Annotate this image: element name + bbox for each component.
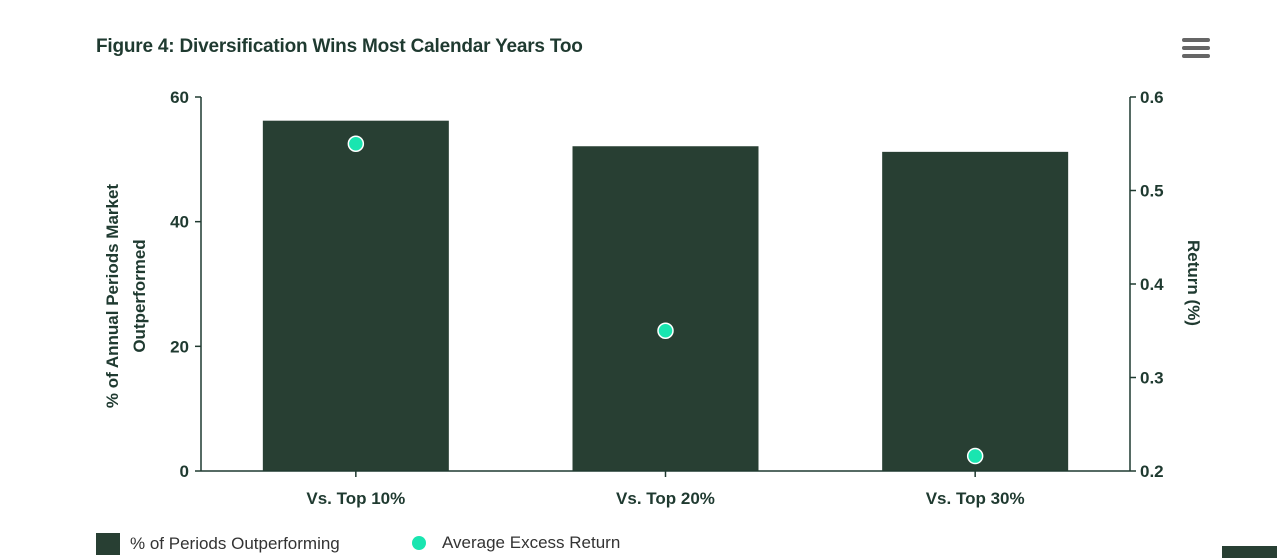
y-tick-label-right: 0.5 bbox=[1140, 182, 1164, 201]
data-point bbox=[347, 135, 365, 152]
y-tick-label-left: 20 bbox=[170, 337, 189, 356]
x-tick-label: Vs. Top 30% bbox=[926, 489, 1025, 508]
y-axis-left-label: % of Annual Periods Market Outperformed bbox=[103, 184, 149, 409]
x-tick-label: Vs. Top 20% bbox=[616, 489, 715, 508]
y-tick-label-right: 0.3 bbox=[1140, 369, 1164, 388]
y-tick-label-left: 60 bbox=[170, 88, 189, 107]
y-tick-label-right: 0.4 bbox=[1140, 275, 1164, 294]
legend-label-bars: % of Periods Outperforming bbox=[130, 534, 340, 553]
y-axis-left-label-line: Outperformed bbox=[130, 239, 149, 352]
legend-label-dots: Average Excess Return bbox=[442, 533, 621, 552]
legend-swatch-dot bbox=[412, 536, 426, 550]
y-tick-label-right: 0.2 bbox=[1140, 462, 1164, 481]
menu-line bbox=[1182, 38, 1210, 42]
legend-swatch-bar bbox=[96, 533, 120, 555]
combo-chart: 0 20 40 60 0.2 0.3 0.4 0.5 0.6 Vs. Top 10% Vs. Top… bbox=[103, 88, 1203, 508]
hamburger-menu-icon[interactable] bbox=[1182, 38, 1210, 62]
y-tick-label-right: 0.6 bbox=[1140, 88, 1164, 107]
y-axis-right-label: Return (%) bbox=[1184, 240, 1203, 326]
x-tick-label: Vs. Top 10% bbox=[306, 489, 405, 508]
bar bbox=[882, 151, 1069, 471]
y-tick-label-left: 40 bbox=[170, 213, 189, 232]
bar bbox=[572, 146, 759, 471]
legend-item-dots[interactable]: Average Excess Return bbox=[412, 533, 620, 553]
menu-line bbox=[1182, 54, 1210, 58]
bar bbox=[262, 120, 449, 471]
chart-title: Figure 4: Diversification Wins Most Cale… bbox=[96, 36, 583, 57]
y-tick-label-left: 0 bbox=[180, 462, 189, 481]
corner-block bbox=[1222, 546, 1277, 558]
menu-line bbox=[1182, 46, 1210, 50]
data-point bbox=[966, 447, 984, 465]
legend-item-bars[interactable]: % of Periods Outperforming bbox=[96, 533, 340, 555]
data-point bbox=[657, 322, 674, 339]
y-axis-left-label-line: % of Annual Periods Market bbox=[103, 184, 122, 409]
